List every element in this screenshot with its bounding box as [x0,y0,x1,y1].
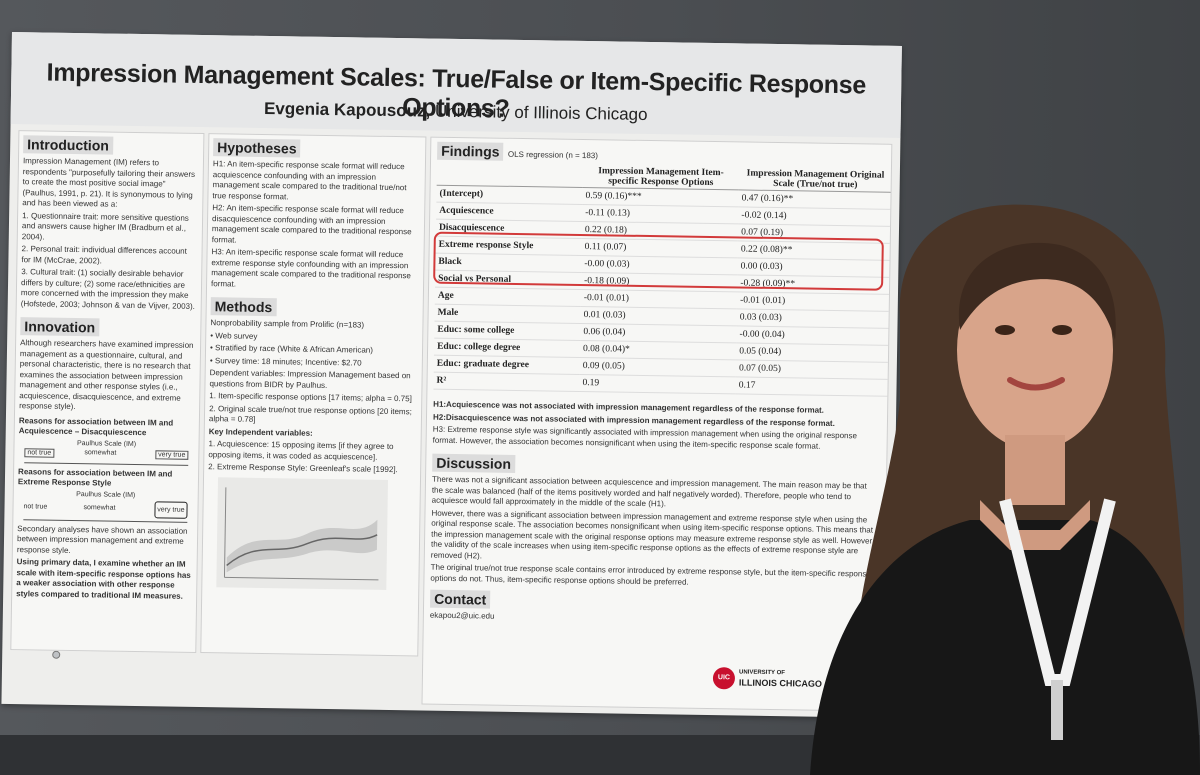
innovation-heading: Innovation [20,317,100,337]
methods-sample: Nonprobability sample from Prolific (n=1… [210,318,365,330]
hypothesis-3: H3: An item-specific response scale form… [211,247,411,289]
methods-bullet-3-text: Survey time: 18 minutes; Incentive: $2.7… [214,355,362,368]
scale-1-title: Paulhus Scale (IM) [76,439,137,448]
row-label: R² [433,372,580,392]
methods-bullet-1: • Web survey [210,330,258,341]
presenter-photo [810,204,1200,775]
pushpin-icon [52,650,61,659]
table-header-blank [436,162,583,188]
hypotheses-heading: Hypotheses [213,138,301,158]
independent-variables: Key Independent variables: [208,426,313,438]
reason-2-heading: Reasons for association between IM and E… [17,466,173,488]
dependent-variable-2: 2. Original scale true/not true response… [208,403,412,424]
scale-2-mid: somewhat [83,503,116,512]
contact-heading: Contact [430,589,491,609]
scale-2-title: Paulhus Scale (IM) [76,490,136,499]
intro-item-2: 2. Personal trait: individual difference… [21,244,187,265]
smoothed-curve-plot [216,476,389,590]
intro-item-3: 3. Cultural trait: (1) socially desirabl… [20,267,195,311]
methods-bullet-3: • Survey time: 18 minutes; Incentive: $2… [209,355,362,368]
author-name: Evgenia Kapousouz, [263,98,431,121]
uic-logo-line-1: UNIVERSITY OF [738,669,785,677]
research-poster: Impression Management Scales: True/False… [1,32,902,718]
findings-heading: Findings [437,141,504,161]
scale-1-diagram: not true somewhat very true [24,447,189,466]
intro-paragraph: Impression Management (IM) refers to res… [22,156,196,209]
item-specific-coef: 0.19 [579,374,736,394]
poster-banner: Impression Management Scales: True/False… [10,32,902,138]
dependent-variable-1: 1. Item-specific response options [17 it… [209,391,412,404]
hypothesis-2: H2: An item-specific response scale form… [211,203,412,245]
scale-1-right: very true [155,449,189,460]
scale-1-left: not true [24,447,55,458]
findings-subtitle: OLS regression (n = 183) [507,149,599,161]
methods-heading: Methods [210,297,277,317]
reason-1-heading: Reasons for association between IM and A… [18,415,174,438]
affiliation: University of Illinois Chicago [434,101,648,124]
scale-2-diagram: not true somewhat very true [23,498,188,523]
dependent-variables: Dependent variables: Impression Manageme… [209,368,411,390]
scale-1-mid: somewhat [84,448,117,457]
methods-bullet-2-text: Stratified by race (White & African Amer… [215,343,373,355]
discussion-heading: Discussion [432,453,516,473]
intro-item-1: 1. Questionnaire trait: more sensitive q… [21,210,189,242]
primary-data-text: Using primary data, I examine whether an… [16,557,191,601]
secondary-analyses-text: Secondary analyses have shown an associa… [16,523,188,555]
uic-logo-mark: UIC [712,667,736,690]
independent-variable-1: 1. Acquiescence: 15 opposing items [if t… [208,439,394,462]
left-column: Introduction Impression Management (IM) … [10,130,205,653]
table-header-original: Impression Management Original Scale (Tr… [738,167,892,193]
scale-2-left: not true [23,502,48,511]
scale-2-right: very true [154,500,188,519]
methods-bullet-2: • Stratified by race (White & African Am… [209,343,373,355]
middle-column: Hypotheses H1: An item-specific response… [200,133,427,657]
methods-bullet-1-text: Web survey [215,330,258,341]
innovation-paragraph: Although researchers have examined impre… [19,338,194,412]
hypothesis-1: H1: An item-specific response scale form… [212,159,407,201]
table-header-item-specific: Impression Management Item-specific Resp… [582,164,740,190]
introduction-heading: Introduction [23,135,114,155]
independent-variable-2: 2. Extreme Response Style: Greenleaf's s… [208,462,398,475]
